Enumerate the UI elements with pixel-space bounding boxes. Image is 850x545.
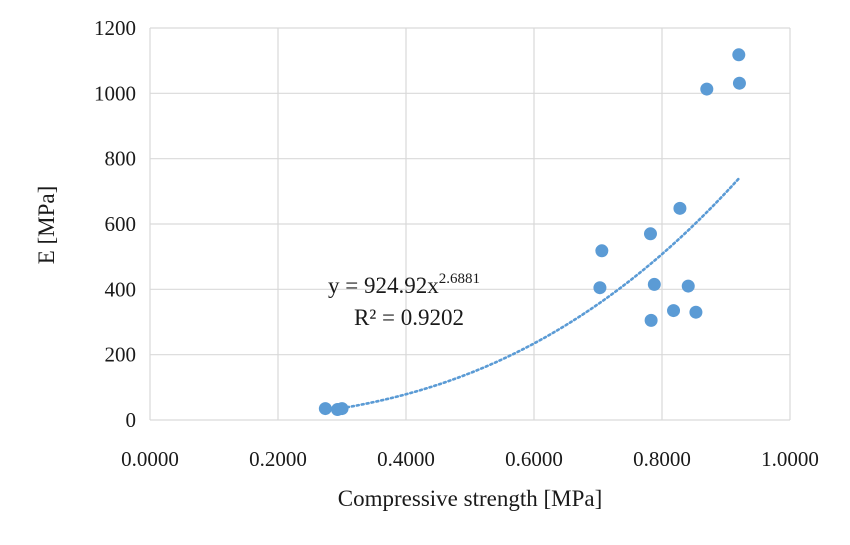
data-point: [335, 402, 349, 416]
x-tick-label: 0.4000: [377, 447, 435, 471]
y-tick-label: 1200: [94, 16, 136, 40]
trendline-r-squared: R² = 0.9202: [354, 305, 464, 330]
y-tick-label: 0: [126, 408, 137, 432]
y-tick-label: 400: [105, 277, 137, 301]
data-point: [595, 244, 609, 258]
data-point: [732, 76, 746, 90]
data-point: [732, 48, 746, 62]
data-point: [318, 402, 332, 416]
y-tick-label: 200: [105, 343, 137, 367]
equation-exponent: 2.6881: [439, 271, 480, 287]
x-tick-label: 0.6000: [505, 447, 563, 471]
grid-lines: [149, 27, 791, 421]
y-axis-ticks: 0 200 400 600 800 1000 1200: [94, 16, 136, 432]
data-point: [673, 201, 687, 215]
equation-base: y = 924.92x: [328, 273, 439, 298]
x-tick-label: 0.0000: [121, 447, 179, 471]
y-tick-label: 800: [105, 147, 137, 171]
y-tick-label: 1000: [94, 81, 136, 105]
data-points: [318, 48, 746, 417]
data-point: [667, 304, 681, 318]
x-axis-ticks: 0.0000 0.2000 0.4000 0.6000 0.8000 1.0000: [121, 447, 819, 471]
data-point: [681, 279, 695, 293]
x-tick-label: 0.8000: [633, 447, 691, 471]
trendline-group: [340, 177, 741, 410]
x-tick-label: 0.2000: [249, 447, 307, 471]
data-point: [643, 227, 657, 241]
x-tick-label: 1.0000: [761, 447, 819, 471]
trendline: [340, 177, 741, 410]
trendline-equation: y = 924.92x2.6881: [328, 271, 480, 298]
data-point: [700, 82, 714, 96]
data-point: [647, 277, 661, 291]
x-axis-title: Compressive strength [MPa]: [338, 486, 602, 511]
data-point: [593, 281, 607, 295]
data-point: [644, 313, 658, 327]
data-point: [689, 305, 703, 319]
y-axis-title: E [MPa]: [34, 186, 59, 265]
y-tick-label: 600: [105, 212, 137, 236]
